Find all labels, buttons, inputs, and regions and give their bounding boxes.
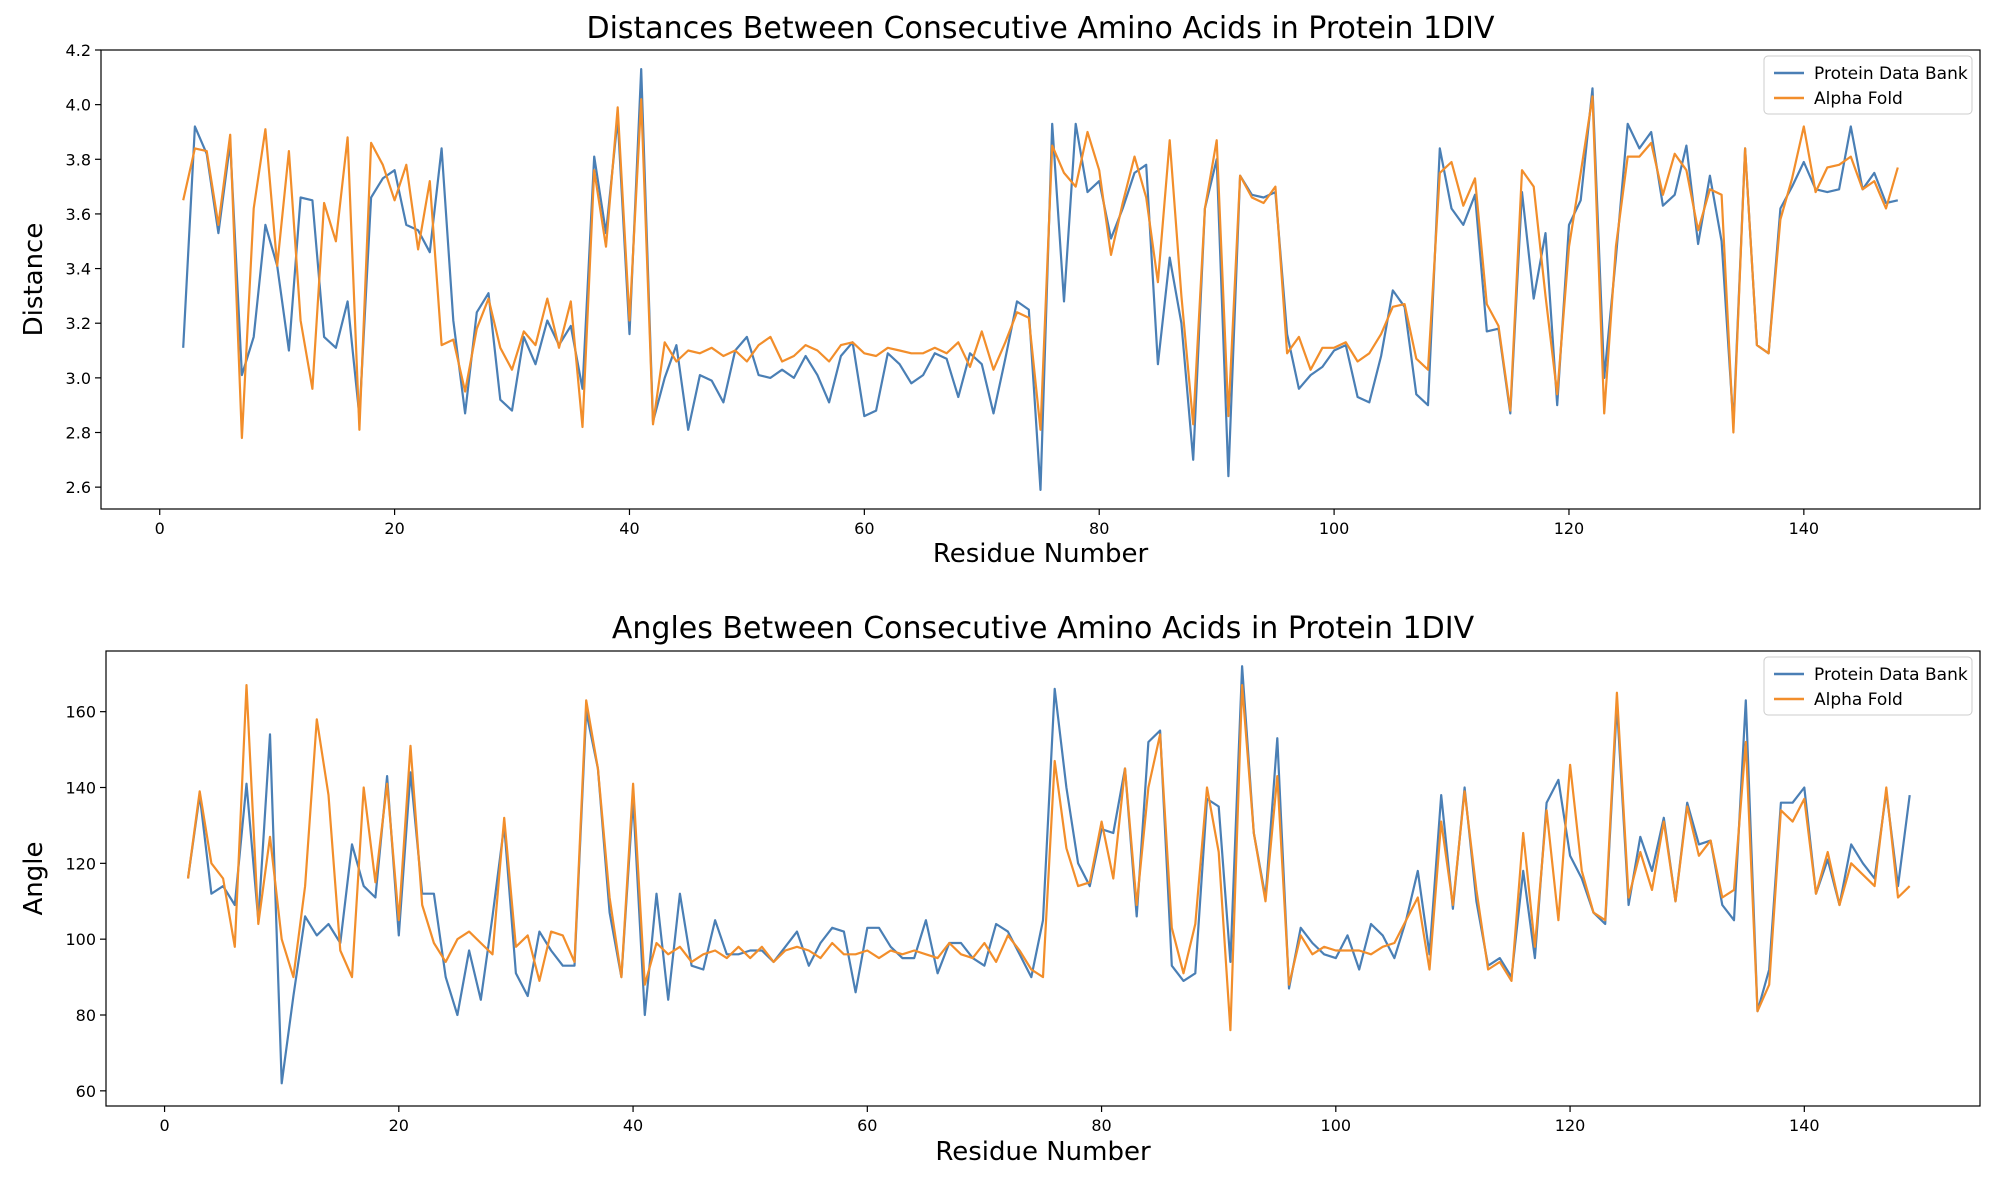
chart-title: Distances Between Consecutive Amino Acid… bbox=[586, 11, 1495, 46]
x-tick-label: 0 bbox=[159, 1116, 169, 1135]
y-tick-label: 80 bbox=[76, 1006, 96, 1025]
x-tick-label: 140 bbox=[1789, 519, 1820, 538]
legend-box bbox=[1763, 656, 1973, 716]
y-tick-label: 3.8 bbox=[66, 150, 91, 169]
x-axis-label: Residue Number bbox=[935, 1137, 1151, 1167]
y-tick-label: 3.0 bbox=[66, 369, 91, 388]
chart-2: Angles Between Consecutive Amino Acids i… bbox=[19, 611, 1981, 1167]
x-tick-label: 60 bbox=[854, 519, 874, 538]
series-line-alpha-fold bbox=[182, 95, 1899, 440]
y-tick-label: 4.0 bbox=[66, 96, 91, 115]
x-tick-label: 40 bbox=[619, 519, 639, 538]
plot-frame bbox=[105, 650, 1981, 1107]
legend-label: Protein Data Bank bbox=[1814, 665, 1968, 685]
legend-label: Alpha Fold bbox=[1814, 690, 1903, 710]
series-line-alpha-fold bbox=[186, 683, 1911, 1032]
y-tick-label: 3.4 bbox=[66, 260, 91, 279]
legend-label: Alpha Fold bbox=[1814, 89, 1903, 109]
y-tick-label: 3.6 bbox=[66, 205, 91, 224]
x-tick-label: 60 bbox=[857, 1116, 877, 1135]
y-tick-label: 4.2 bbox=[66, 41, 91, 60]
series-lines bbox=[182, 67, 1899, 491]
x-tick-label: 120 bbox=[1554, 519, 1585, 538]
y-axis-label: Distance bbox=[19, 223, 49, 337]
x-tick-label: 80 bbox=[1091, 1116, 1111, 1135]
x-tick-label: 80 bbox=[1089, 519, 1109, 538]
x-tick-label: 20 bbox=[389, 1116, 409, 1135]
y-tick-label: 3.2 bbox=[66, 314, 91, 333]
plot-frame bbox=[100, 49, 1981, 510]
x-axis-label: Residue Number bbox=[933, 539, 1149, 569]
legend: Protein Data Bank Alpha Fold bbox=[1763, 55, 1973, 115]
y-tick-label: 140 bbox=[65, 779, 96, 798]
x-tick-label: 100 bbox=[1321, 1116, 1352, 1135]
series-lines bbox=[186, 665, 1911, 1085]
y-axis-label: Angle bbox=[19, 842, 49, 916]
legend-label: Protein Data Bank bbox=[1814, 64, 1968, 84]
legend: Protein Data Bank Alpha Fold bbox=[1763, 656, 1973, 716]
chart-1: Distances Between Consecutive Amino Acid… bbox=[19, 11, 1981, 569]
legend-box bbox=[1763, 55, 1973, 115]
y-tick-label: 120 bbox=[65, 854, 96, 873]
y-tick-label: 2.6 bbox=[66, 478, 91, 497]
x-tick-label: 0 bbox=[155, 519, 165, 538]
y-tick-label: 60 bbox=[76, 1082, 96, 1101]
x-tick-label: 40 bbox=[623, 1116, 643, 1135]
x-tick-label: 100 bbox=[1319, 519, 1350, 538]
x-tick-label: 20 bbox=[384, 519, 404, 538]
y-tick-label: 100 bbox=[65, 930, 96, 949]
y-tick-label: 160 bbox=[65, 703, 96, 722]
y-tick-label: 2.8 bbox=[66, 424, 91, 443]
x-tick-label: 120 bbox=[1555, 1116, 1586, 1135]
x-tick-label: 140 bbox=[1789, 1116, 1820, 1135]
chart-title: Angles Between Consecutive Amino Acids i… bbox=[612, 611, 1475, 646]
